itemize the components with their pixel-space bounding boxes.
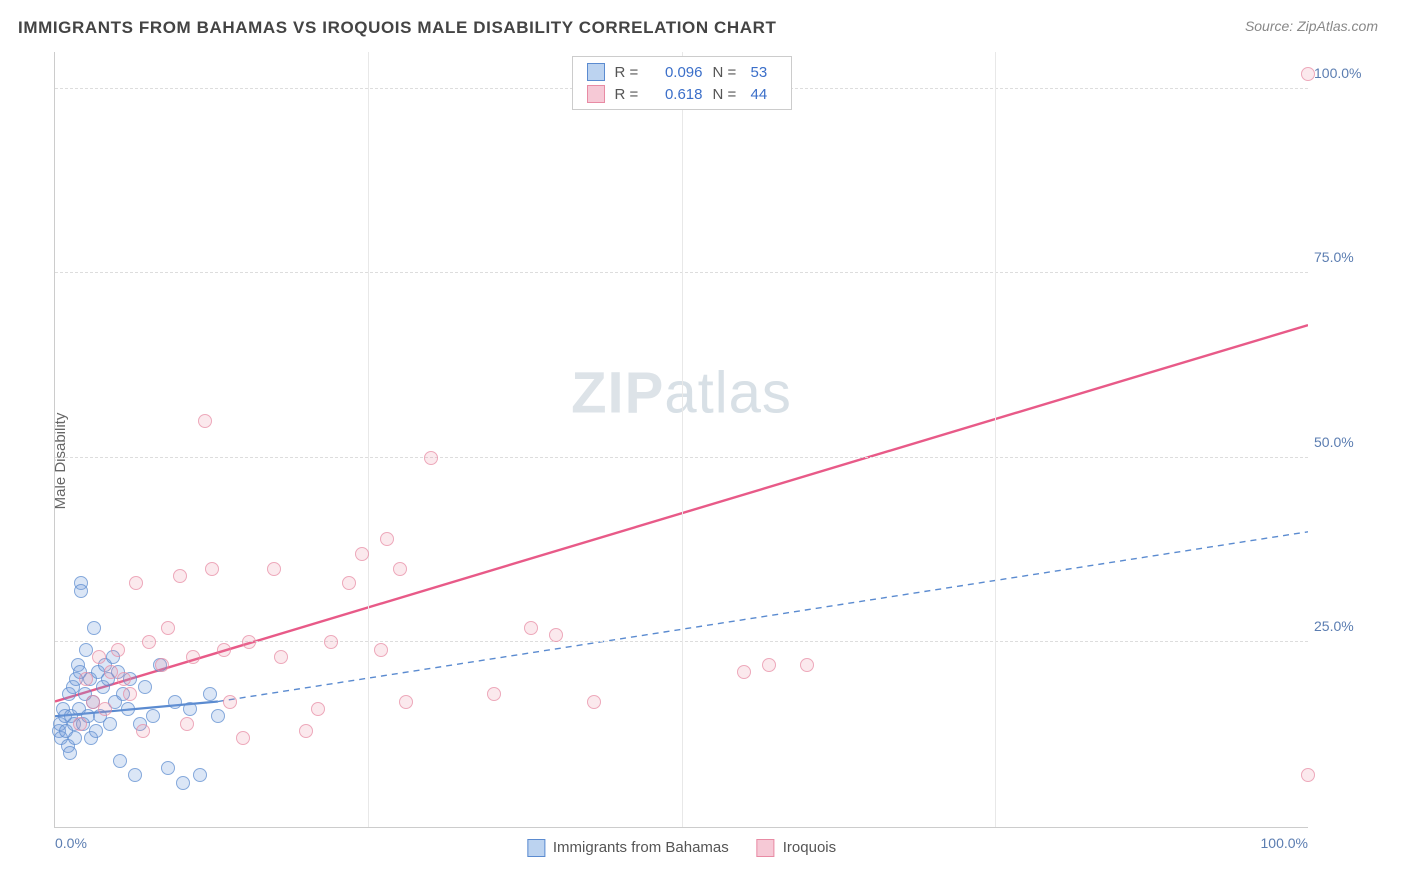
data-point [111, 643, 125, 657]
data-point [355, 547, 369, 561]
source-attribution: Source: ZipAtlas.com [1245, 18, 1378, 34]
data-point [103, 717, 117, 731]
legend-item: Iroquois [757, 839, 836, 857]
data-point [161, 621, 175, 635]
data-point [737, 665, 751, 679]
legend-row: R = 0.618 N = 44 [573, 83, 791, 105]
n-label: N = [713, 86, 741, 103]
r-label: R = [615, 86, 643, 103]
data-point [136, 724, 150, 738]
data-point [117, 672, 131, 686]
n-label: N = [713, 64, 741, 81]
data-point [123, 687, 137, 701]
data-point [63, 746, 77, 760]
x-tick-label: 0.0% [55, 835, 87, 851]
data-point [155, 658, 169, 672]
chart-container: Male Disability ZIPatlas R = 0.096 N = 5… [18, 52, 1378, 870]
plot-area: ZIPatlas R = 0.096 N = 53 R = 0.618 N = … [54, 52, 1308, 828]
legend-item: Immigrants from Bahamas [527, 839, 729, 857]
legend-swatch-icon [757, 839, 775, 857]
data-point [380, 532, 394, 546]
data-point [87, 621, 101, 635]
legend-label: Iroquois [783, 839, 836, 856]
data-point [399, 695, 413, 709]
r-value: 0.096 [653, 64, 703, 81]
data-point [217, 643, 231, 657]
correlation-legend: R = 0.096 N = 53 R = 0.618 N = 44 [572, 56, 792, 110]
n-value: 44 [751, 86, 777, 103]
data-point [186, 650, 200, 664]
source-name: ZipAtlas.com [1297, 18, 1378, 34]
data-point [342, 576, 356, 590]
r-value: 0.618 [653, 86, 703, 103]
data-point [146, 709, 160, 723]
series-legend: Immigrants from Bahamas Iroquois [527, 839, 836, 857]
data-point [1301, 67, 1315, 81]
data-point [129, 576, 143, 590]
y-tick-label: 50.0% [1314, 434, 1370, 450]
watermark-bold: ZIP [571, 361, 664, 426]
legend-row: R = 0.096 N = 53 [573, 61, 791, 83]
data-point [1301, 768, 1315, 782]
data-point [92, 650, 106, 664]
data-point [138, 680, 152, 694]
data-point [128, 768, 142, 782]
data-point [180, 717, 194, 731]
data-point [203, 687, 217, 701]
data-point [73, 717, 87, 731]
r-label: R = [615, 64, 643, 81]
data-point [374, 643, 388, 657]
legend-swatch-icon [587, 63, 605, 81]
data-point [393, 562, 407, 576]
data-point [79, 672, 93, 686]
data-point [762, 658, 776, 672]
chart-title: IMMIGRANTS FROM BAHAMAS VS IROQUOIS MALE… [18, 18, 777, 38]
data-point [205, 562, 219, 576]
y-tick-label: 75.0% [1314, 249, 1370, 265]
data-point [173, 569, 187, 583]
data-point [587, 695, 601, 709]
data-point [274, 650, 288, 664]
data-point [487, 687, 501, 701]
data-point [549, 628, 563, 642]
legend-swatch-icon [587, 85, 605, 103]
data-point [211, 709, 225, 723]
gridline-v [682, 52, 683, 827]
data-point [299, 724, 313, 738]
data-point [193, 768, 207, 782]
legend-label: Immigrants from Bahamas [553, 839, 729, 856]
n-value: 53 [751, 64, 777, 81]
data-point [236, 731, 250, 745]
data-point [223, 695, 237, 709]
data-point [113, 754, 127, 768]
header: IMMIGRANTS FROM BAHAMAS VS IROQUOIS MALE… [0, 0, 1406, 42]
data-point [242, 635, 256, 649]
trend-line [218, 532, 1308, 702]
source-prefix: Source: [1245, 18, 1297, 34]
data-point [98, 702, 112, 716]
data-point [183, 702, 197, 716]
watermark-thin: atlas [664, 361, 792, 426]
gridline-v [995, 52, 996, 827]
data-point [524, 621, 538, 635]
data-point [198, 414, 212, 428]
x-tick-label: 100.0% [1261, 835, 1308, 851]
legend-swatch-icon [527, 839, 545, 857]
y-tick-label: 100.0% [1314, 65, 1370, 81]
data-point [142, 635, 156, 649]
data-point [311, 702, 325, 716]
data-point [161, 761, 175, 775]
data-point [89, 724, 103, 738]
data-point [800, 658, 814, 672]
gridline-v [368, 52, 369, 827]
data-point [176, 776, 190, 790]
data-point [168, 695, 182, 709]
data-point [68, 731, 82, 745]
y-tick-label: 25.0% [1314, 618, 1370, 634]
data-point [121, 702, 135, 716]
data-point [424, 451, 438, 465]
data-point [324, 635, 338, 649]
data-point [267, 562, 281, 576]
data-point [74, 584, 88, 598]
